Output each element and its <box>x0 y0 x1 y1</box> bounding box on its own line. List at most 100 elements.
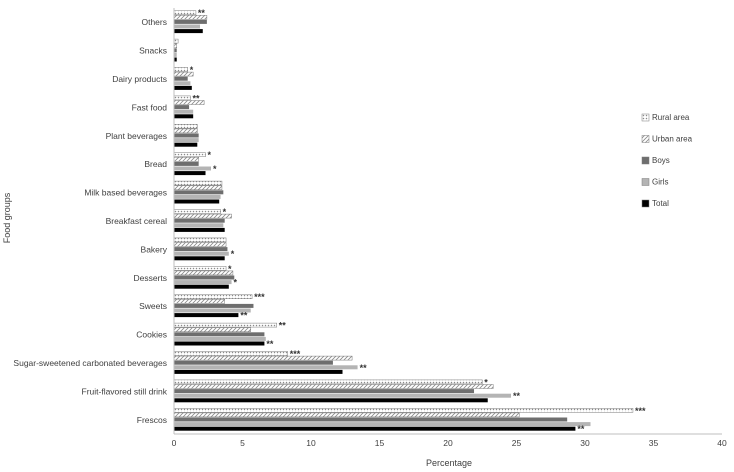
significance-mark-cookies-rural-area: ** <box>279 321 287 331</box>
category-label-breakfast-cereal: Breakfast cereal <box>106 216 168 226</box>
significance-mark-cookies-total: ** <box>266 339 274 349</box>
bar-dairy-products-rural-area <box>173 67 188 72</box>
bar-fruit-flavored-still-drink-urban-area <box>173 384 494 389</box>
bar-dairy-products-total <box>174 85 192 90</box>
legend-label-boys: Boys <box>652 156 670 165</box>
bar-bread-girls <box>174 166 211 171</box>
bar-others-total <box>174 29 203 34</box>
bar-bread-total <box>174 171 206 176</box>
significance-mark-bread-girls: * <box>213 164 217 174</box>
category-label-bread: Bread <box>144 159 167 169</box>
bar-sweets-total <box>174 313 239 318</box>
significance-mark-bread-rural-area: * <box>208 150 212 160</box>
legend-swatch-urban-area <box>641 135 650 143</box>
bar-others-boys <box>174 19 207 24</box>
bar-sweets-urban-area <box>173 299 225 304</box>
bar-frescos-boys <box>174 417 568 422</box>
bar-dairy-products-girls <box>174 81 191 86</box>
bar-bread-boys <box>174 161 199 166</box>
x-tick-label-30: 30 <box>580 438 590 448</box>
bar-cookies-total <box>174 341 265 346</box>
significance-mark-fast-food-rural-area: ** <box>192 93 200 103</box>
bar-breakfast-cereal-boys <box>174 218 225 223</box>
legend-swatch-rural-area <box>641 113 650 122</box>
x-axis: 0 5 10 15 20 25 30 35 40 <box>172 8 727 448</box>
bar-sugar-sweetened-carbonated-beverages-urban-area <box>173 355 353 361</box>
bar-sweets-rural-area <box>173 294 253 299</box>
significance-mark-sweets-total: ** <box>240 311 248 321</box>
bar-cookies-urban-area <box>173 327 251 332</box>
significance-mark-breakfast-cereal-rural-area: * <box>223 207 227 217</box>
bar-bakery-total <box>174 256 225 261</box>
category-label-desserts: Desserts <box>133 273 167 283</box>
significance-mark-desserts-rural-area: * <box>228 264 232 274</box>
bar-plant-beverages-girls <box>174 138 199 143</box>
bar-dairy-products-boys <box>174 76 188 81</box>
legend-label-total: Total <box>652 199 669 208</box>
significance-mark-others-rural-area: ** <box>198 8 206 18</box>
bar-breakfast-cereal-rural-area <box>173 209 221 214</box>
significance-mark-sweets-rural-area: *** <box>254 292 265 302</box>
significance-mark-desserts-girls: * <box>234 278 238 288</box>
bar-bakery-urban-area <box>173 242 227 247</box>
legend-label-urban-area: Urban area <box>652 135 693 144</box>
category-label-frescos: Frescos <box>137 415 167 425</box>
bar-breakfast-cereal-girls <box>174 223 224 228</box>
bar-bread-urban-area <box>173 157 199 162</box>
category-label-fast-food: Fast food <box>132 102 168 112</box>
legend-label-rural-area: Rural area <box>652 113 690 122</box>
bar-snacks-rural-area <box>173 38 179 44</box>
bar-frescos-urban-area <box>173 412 520 418</box>
significance-mark-frescos-total: ** <box>577 424 585 434</box>
bar-cookies-boys <box>174 332 265 337</box>
bar-milk-based-beverages-total <box>174 199 220 204</box>
bar-sugar-sweetened-carbonated-beverages-girls <box>174 365 358 370</box>
bar-fruit-flavored-still-drink-rural-area <box>173 379 483 385</box>
category-label-others: Others <box>141 17 167 27</box>
plot-area <box>173 10 634 431</box>
significance-mark-sugar-sweetened-carbonated-beverages-girls: ** <box>360 363 368 373</box>
bar-plant-beverages-urban-area <box>173 128 198 134</box>
bar-milk-based-beverages-boys <box>174 190 224 195</box>
bar-fast-food-boys <box>174 105 190 110</box>
category-label-milk-based-beverages: Milk based beverages <box>84 188 167 198</box>
bar-plant-beverages-rural-area <box>173 124 198 129</box>
bar-sugar-sweetened-carbonated-beverages-boys <box>174 360 333 365</box>
category-label-sweets: Sweets <box>139 301 167 311</box>
category-labels: Others Snacks Dairy products Fast food Plant… <box>13 17 167 425</box>
legend-swatch-girls <box>641 178 650 186</box>
bar-bakery-girls <box>174 251 229 256</box>
legend-swatch-total <box>641 199 650 208</box>
x-tick-label-25: 25 <box>512 438 522 448</box>
significance-mark-frescos-rural-area: *** <box>635 406 646 416</box>
x-tick-label-5: 5 <box>240 438 245 448</box>
bar-sweets-girls <box>174 308 251 313</box>
x-tick-label-15: 15 <box>375 438 385 448</box>
bar-desserts-girls <box>174 280 232 285</box>
bar-snacks-girls <box>174 52 177 57</box>
x-tick-label-10: 10 <box>306 438 316 448</box>
bar-cookies-girls <box>174 336 266 341</box>
bar-plant-beverages-total <box>174 142 198 147</box>
bar-fast-food-total <box>174 114 194 119</box>
x-tick-label-20: 20 <box>443 438 453 448</box>
bar-desserts-total <box>174 284 229 289</box>
bar-desserts-boys <box>174 275 235 280</box>
significance-mark-dairy-products-rural-area: * <box>190 65 194 75</box>
bar-frescos-rural-area <box>173 408 634 413</box>
category-label-fruit-flavored-still-drink: Fruit-flavored still drink <box>82 386 168 396</box>
category-label-sugar-sweetened-carbonated-beverages: Sugar-sweetened carbonated beverages <box>13 358 167 368</box>
legend-swatch-boys <box>641 156 650 165</box>
bar-milk-based-beverages-girls <box>174 194 221 199</box>
category-label-cookies: Cookies <box>136 330 167 340</box>
x-tick-label-40: 40 <box>717 438 727 448</box>
bar-desserts-rural-area <box>173 266 227 271</box>
bar-frescos-girls <box>174 422 591 427</box>
significance-annotations: ********************************* <box>190 8 646 434</box>
bar-frescos-total <box>174 426 576 431</box>
legend: Rural area Urban area Boys Girls Total <box>641 113 693 208</box>
significance-mark-bakery-girls: * <box>231 249 235 259</box>
x-axis-title: Percentage <box>426 458 472 468</box>
x-tick-label-0: 0 <box>172 438 177 448</box>
